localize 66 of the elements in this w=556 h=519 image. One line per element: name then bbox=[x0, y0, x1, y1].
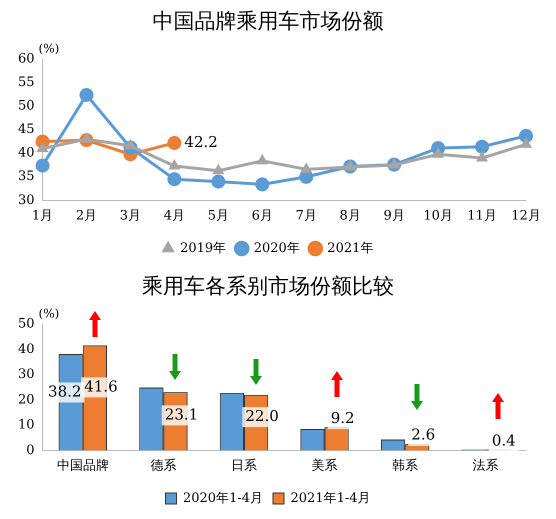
x-tick-label: 中国品牌 bbox=[56, 458, 109, 474]
y-tick-label: 10 bbox=[18, 418, 35, 433]
x-tick-label: 韩系 bbox=[392, 458, 418, 474]
y-tick-label: 35 bbox=[18, 169, 35, 184]
x-tick-label: 10月 bbox=[423, 208, 453, 224]
chart-title: 乘用车各系别市场份额比较 bbox=[142, 274, 394, 298]
data-label: 9.2 bbox=[330, 409, 355, 428]
point bbox=[36, 142, 49, 152]
point bbox=[168, 159, 180, 170]
x-tick-label: 11月 bbox=[467, 208, 497, 224]
x-tick-label: 4月 bbox=[164, 208, 186, 224]
point bbox=[211, 174, 226, 189]
x-tick-label: 7月 bbox=[296, 208, 317, 224]
y-axis-title: (%) bbox=[38, 306, 60, 320]
legend-label: 2019年 bbox=[180, 240, 226, 256]
legend-label: 2021年1-4月 bbox=[290, 490, 371, 506]
point bbox=[167, 172, 182, 186]
y-axis-title: (%) bbox=[38, 41, 60, 56]
data-label: 42.2 bbox=[184, 132, 218, 151]
chart-title: 中国品牌乘用车市场份额 bbox=[152, 9, 384, 34]
legend-label: 2020年 bbox=[254, 240, 300, 256]
point bbox=[36, 158, 50, 173]
point bbox=[476, 151, 488, 162]
y-tick-label: 50 bbox=[18, 316, 35, 332]
data-label: 41.6 bbox=[84, 377, 118, 396]
point bbox=[80, 132, 93, 143]
x-tick-label: 2月 bbox=[76, 208, 98, 224]
x-tick-label: 1月 bbox=[32, 208, 54, 224]
point bbox=[79, 88, 94, 102]
x-tick-label: 5月 bbox=[208, 208, 229, 224]
point bbox=[167, 136, 182, 150]
point bbox=[432, 147, 444, 158]
x-tick-label: 德系 bbox=[150, 458, 176, 474]
x-tick-label: 日系 bbox=[230, 458, 257, 474]
point bbox=[212, 164, 224, 174]
x-tick-label: 美系 bbox=[312, 458, 338, 474]
y-tick-label: 55 bbox=[18, 75, 35, 90]
x-tick-label: 3月 bbox=[120, 208, 142, 224]
data-label: 38.2 bbox=[48, 382, 82, 400]
x-tick-label: 12月 bbox=[511, 208, 541, 224]
point bbox=[255, 177, 270, 192]
x-tick-label: 9月 bbox=[384, 208, 405, 224]
data-label: 0.4 bbox=[492, 431, 516, 450]
data-label: 23.1 bbox=[164, 405, 198, 424]
point bbox=[256, 154, 268, 164]
x-tick-label: 法系 bbox=[472, 458, 499, 474]
y-tick-label: 40 bbox=[18, 146, 35, 161]
y-tick-label: 50 bbox=[18, 98, 35, 114]
point bbox=[520, 137, 532, 148]
y-tick-label: 20 bbox=[18, 392, 35, 408]
y-tick-label: 0 bbox=[26, 442, 35, 458]
data-label: 22.0 bbox=[245, 406, 279, 425]
legend-label: 2020年1-4月 bbox=[182, 490, 264, 506]
point bbox=[300, 162, 312, 173]
point bbox=[344, 160, 356, 170]
y-tick-label: 40 bbox=[18, 342, 35, 357]
y-tick-label: 45 bbox=[18, 122, 35, 138]
x-tick-label: 8月 bbox=[340, 208, 361, 224]
data-label: 2.6 bbox=[411, 426, 436, 444]
legend-label: 2021年 bbox=[327, 240, 374, 256]
x-tick-label: 6月 bbox=[252, 208, 273, 224]
y-tick-label: 60 bbox=[18, 52, 35, 67]
y-tick-label: 30 bbox=[18, 367, 35, 382]
point bbox=[475, 140, 490, 154]
y-tick-label: 30 bbox=[18, 192, 35, 208]
point bbox=[388, 158, 400, 169]
